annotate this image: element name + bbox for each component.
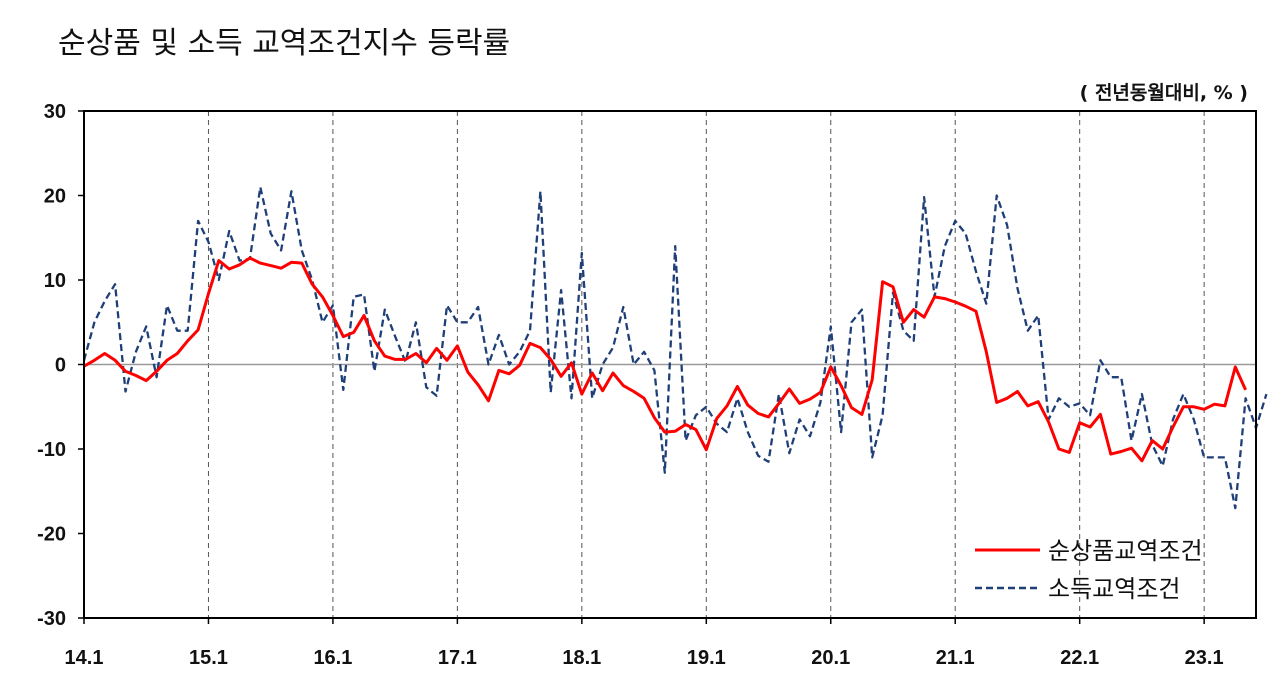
x-tick-label: 23.1 xyxy=(1185,647,1224,669)
y-tick-label: -10 xyxy=(37,439,66,461)
x-axis-ticks: 14.1 15.1 16.1 17.1 18.1 19.1 20.1 21.1 22.1 23.1 xyxy=(65,618,1224,669)
series-line-net-barter xyxy=(83,256,1247,463)
x-tick-label: 18.1 xyxy=(562,647,601,669)
legend-label-income: 소득교역조건 xyxy=(1048,575,1180,603)
x-tick-label: 14.1 xyxy=(65,647,104,669)
y-tick-label: 30 xyxy=(44,101,66,123)
legend-label-net-barter: 순상품교역조건 xyxy=(1048,537,1203,565)
series-lines xyxy=(82,185,1268,510)
x-tick-label: 17.1 xyxy=(438,647,477,669)
y-tick-label: 20 xyxy=(44,186,66,208)
y-tick-label: 10 xyxy=(44,270,66,292)
x-tick-label: 22.1 xyxy=(1060,647,1099,669)
y-tick-label: -20 xyxy=(37,524,66,546)
y-tick-label: 0 xyxy=(55,355,66,377)
unit-label: ( 전년동월대비, % ) xyxy=(1079,82,1248,104)
legend: 순상품교역조건 소득교역조건 xyxy=(975,537,1203,603)
y-tick-label: -30 xyxy=(37,608,66,630)
series-line-income xyxy=(82,185,1268,510)
x-tick-label: 19.1 xyxy=(687,647,726,669)
x-tick-label: 21.1 xyxy=(936,647,975,669)
x-tick-label: 16.1 xyxy=(313,647,352,669)
y-axis-ticks: 30 20 10 0 -10 -20 -30 xyxy=(37,101,84,630)
chart-title: 순상품 및 소득 교역조건지수 등락률 xyxy=(58,26,511,61)
x-tick-label: 15.1 xyxy=(189,647,228,669)
x-tick-label: 20.1 xyxy=(811,647,850,669)
